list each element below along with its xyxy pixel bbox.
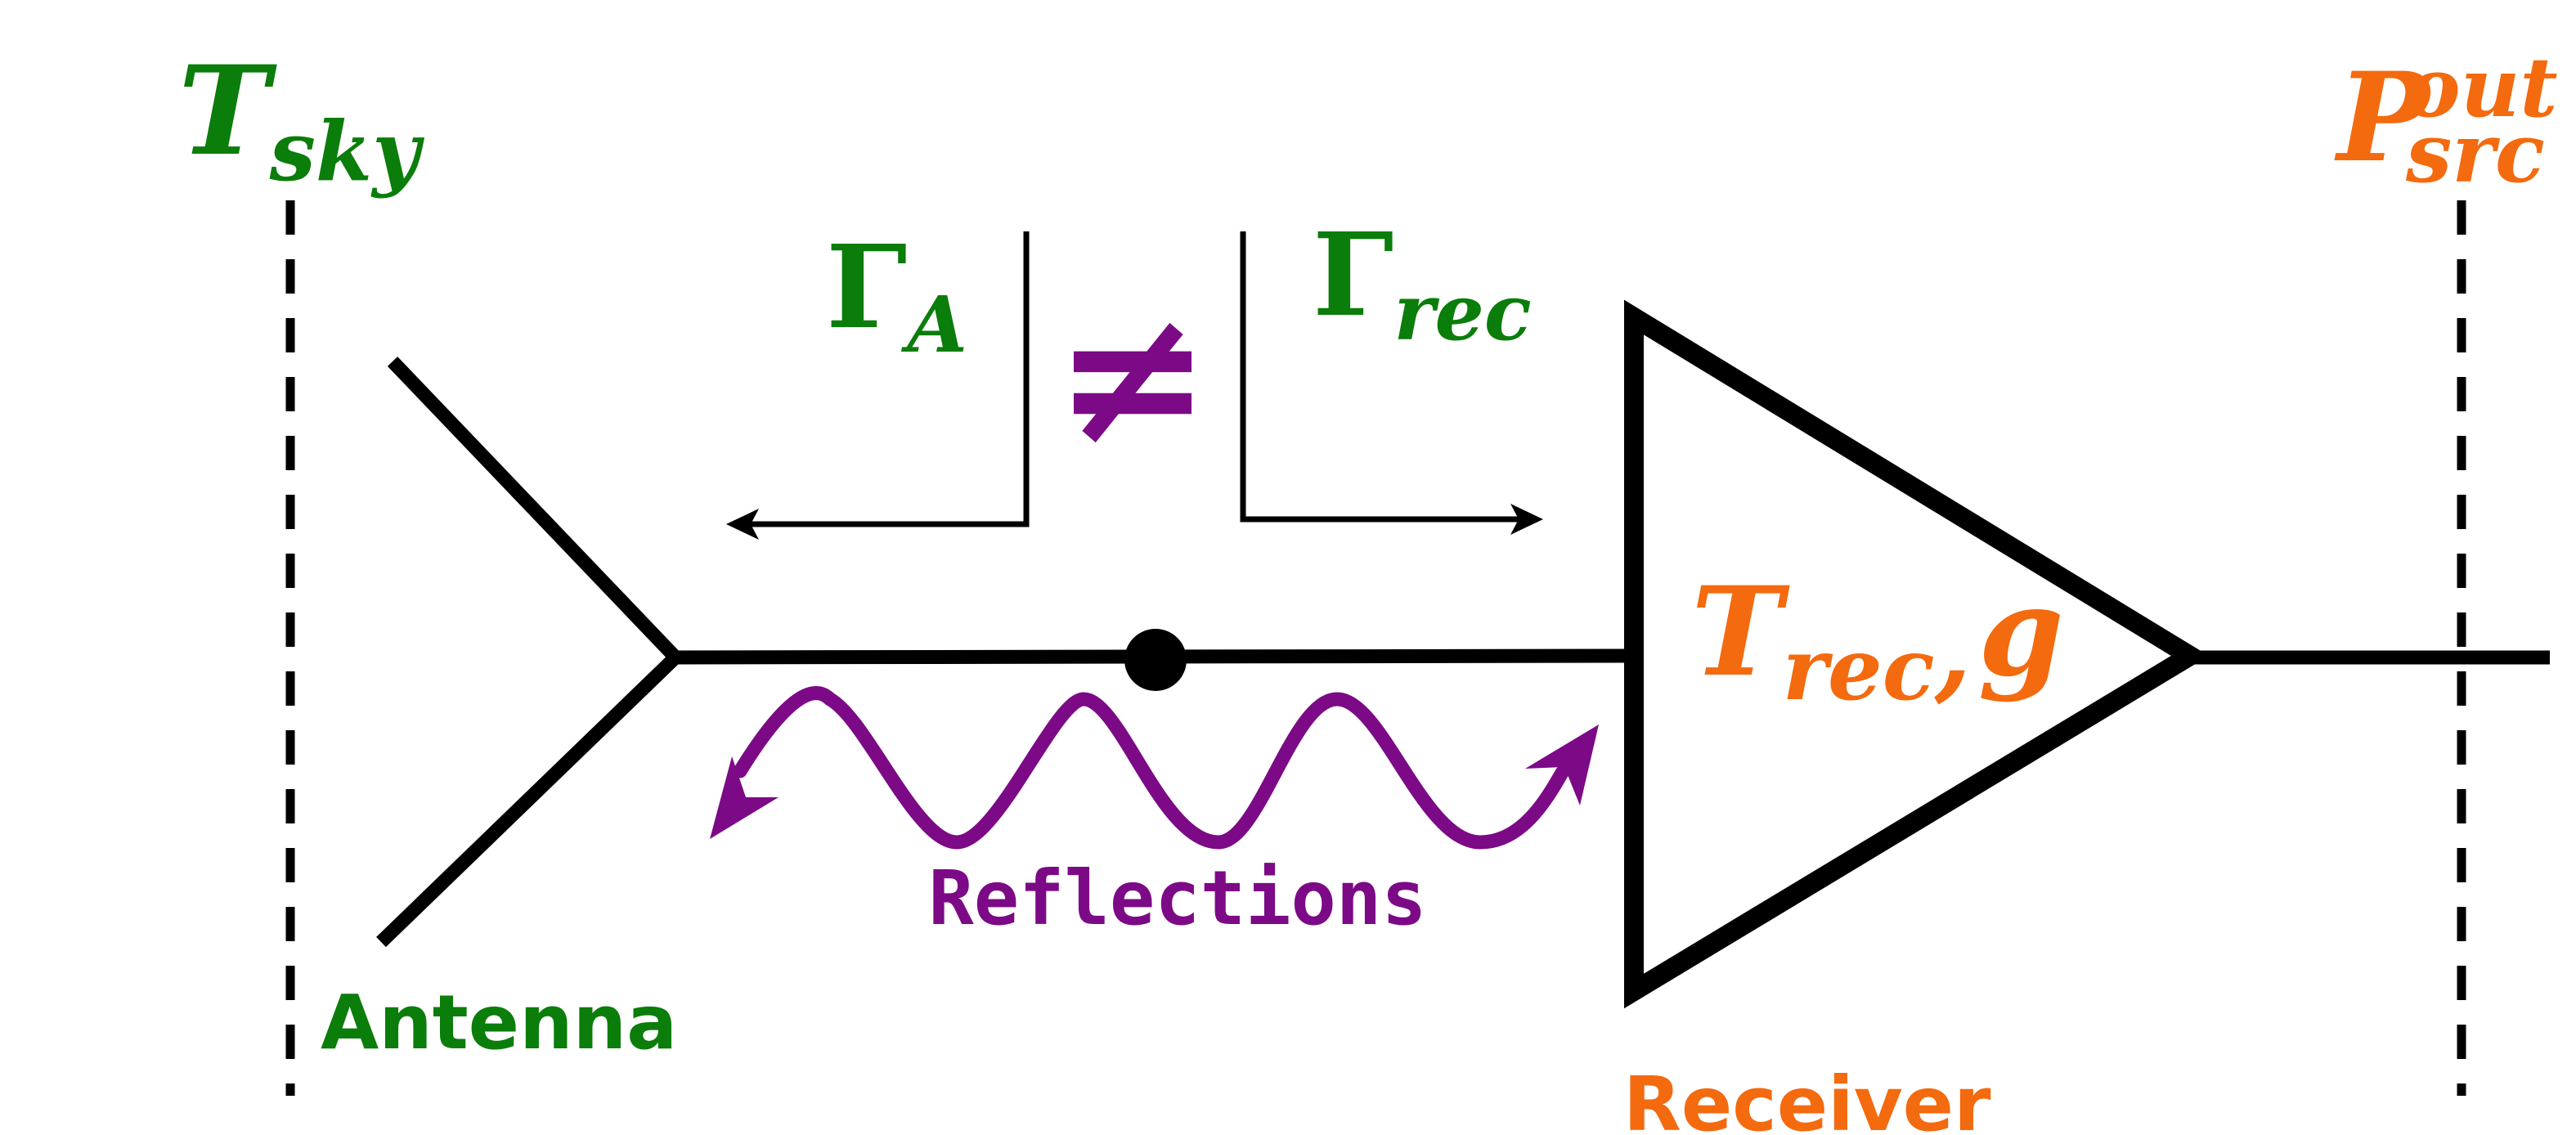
receiver-label: Receiver (1623, 1061, 1991, 1135)
gamma-rec-bracket (1240, 231, 1543, 535)
right-arrowhead-icon (1510, 504, 1543, 535)
antenna-icon (376, 357, 684, 948)
p-out-superscript: out (2406, 39, 2558, 136)
gamma-a-bracket (726, 231, 1030, 540)
not-equal-symbol: ≠ (1054, 266, 1212, 487)
t-sky-label: Tsky (178, 39, 424, 200)
p-src-subscript: src (2405, 105, 2545, 201)
t-rec-g-label: Trec,g (1691, 560, 2064, 720)
junction-dot-icon (1124, 629, 1187, 691)
wave-arrow-icon (710, 686, 1599, 850)
gamma-rec-label: Γrec (1313, 209, 1532, 358)
left-arrowhead-icon (726, 509, 759, 540)
gamma-a-label: ΓA (826, 221, 967, 370)
wave-right-arrowhead-icon (1525, 725, 1599, 805)
p-out-src-label: P (2334, 46, 2433, 190)
amplifier-triangle-icon (1624, 299, 2210, 1009)
wave-left-arrowhead-icon (710, 756, 779, 839)
reflections-label: Reflections (928, 855, 1426, 942)
antenna-label: Antenna (321, 979, 677, 1066)
